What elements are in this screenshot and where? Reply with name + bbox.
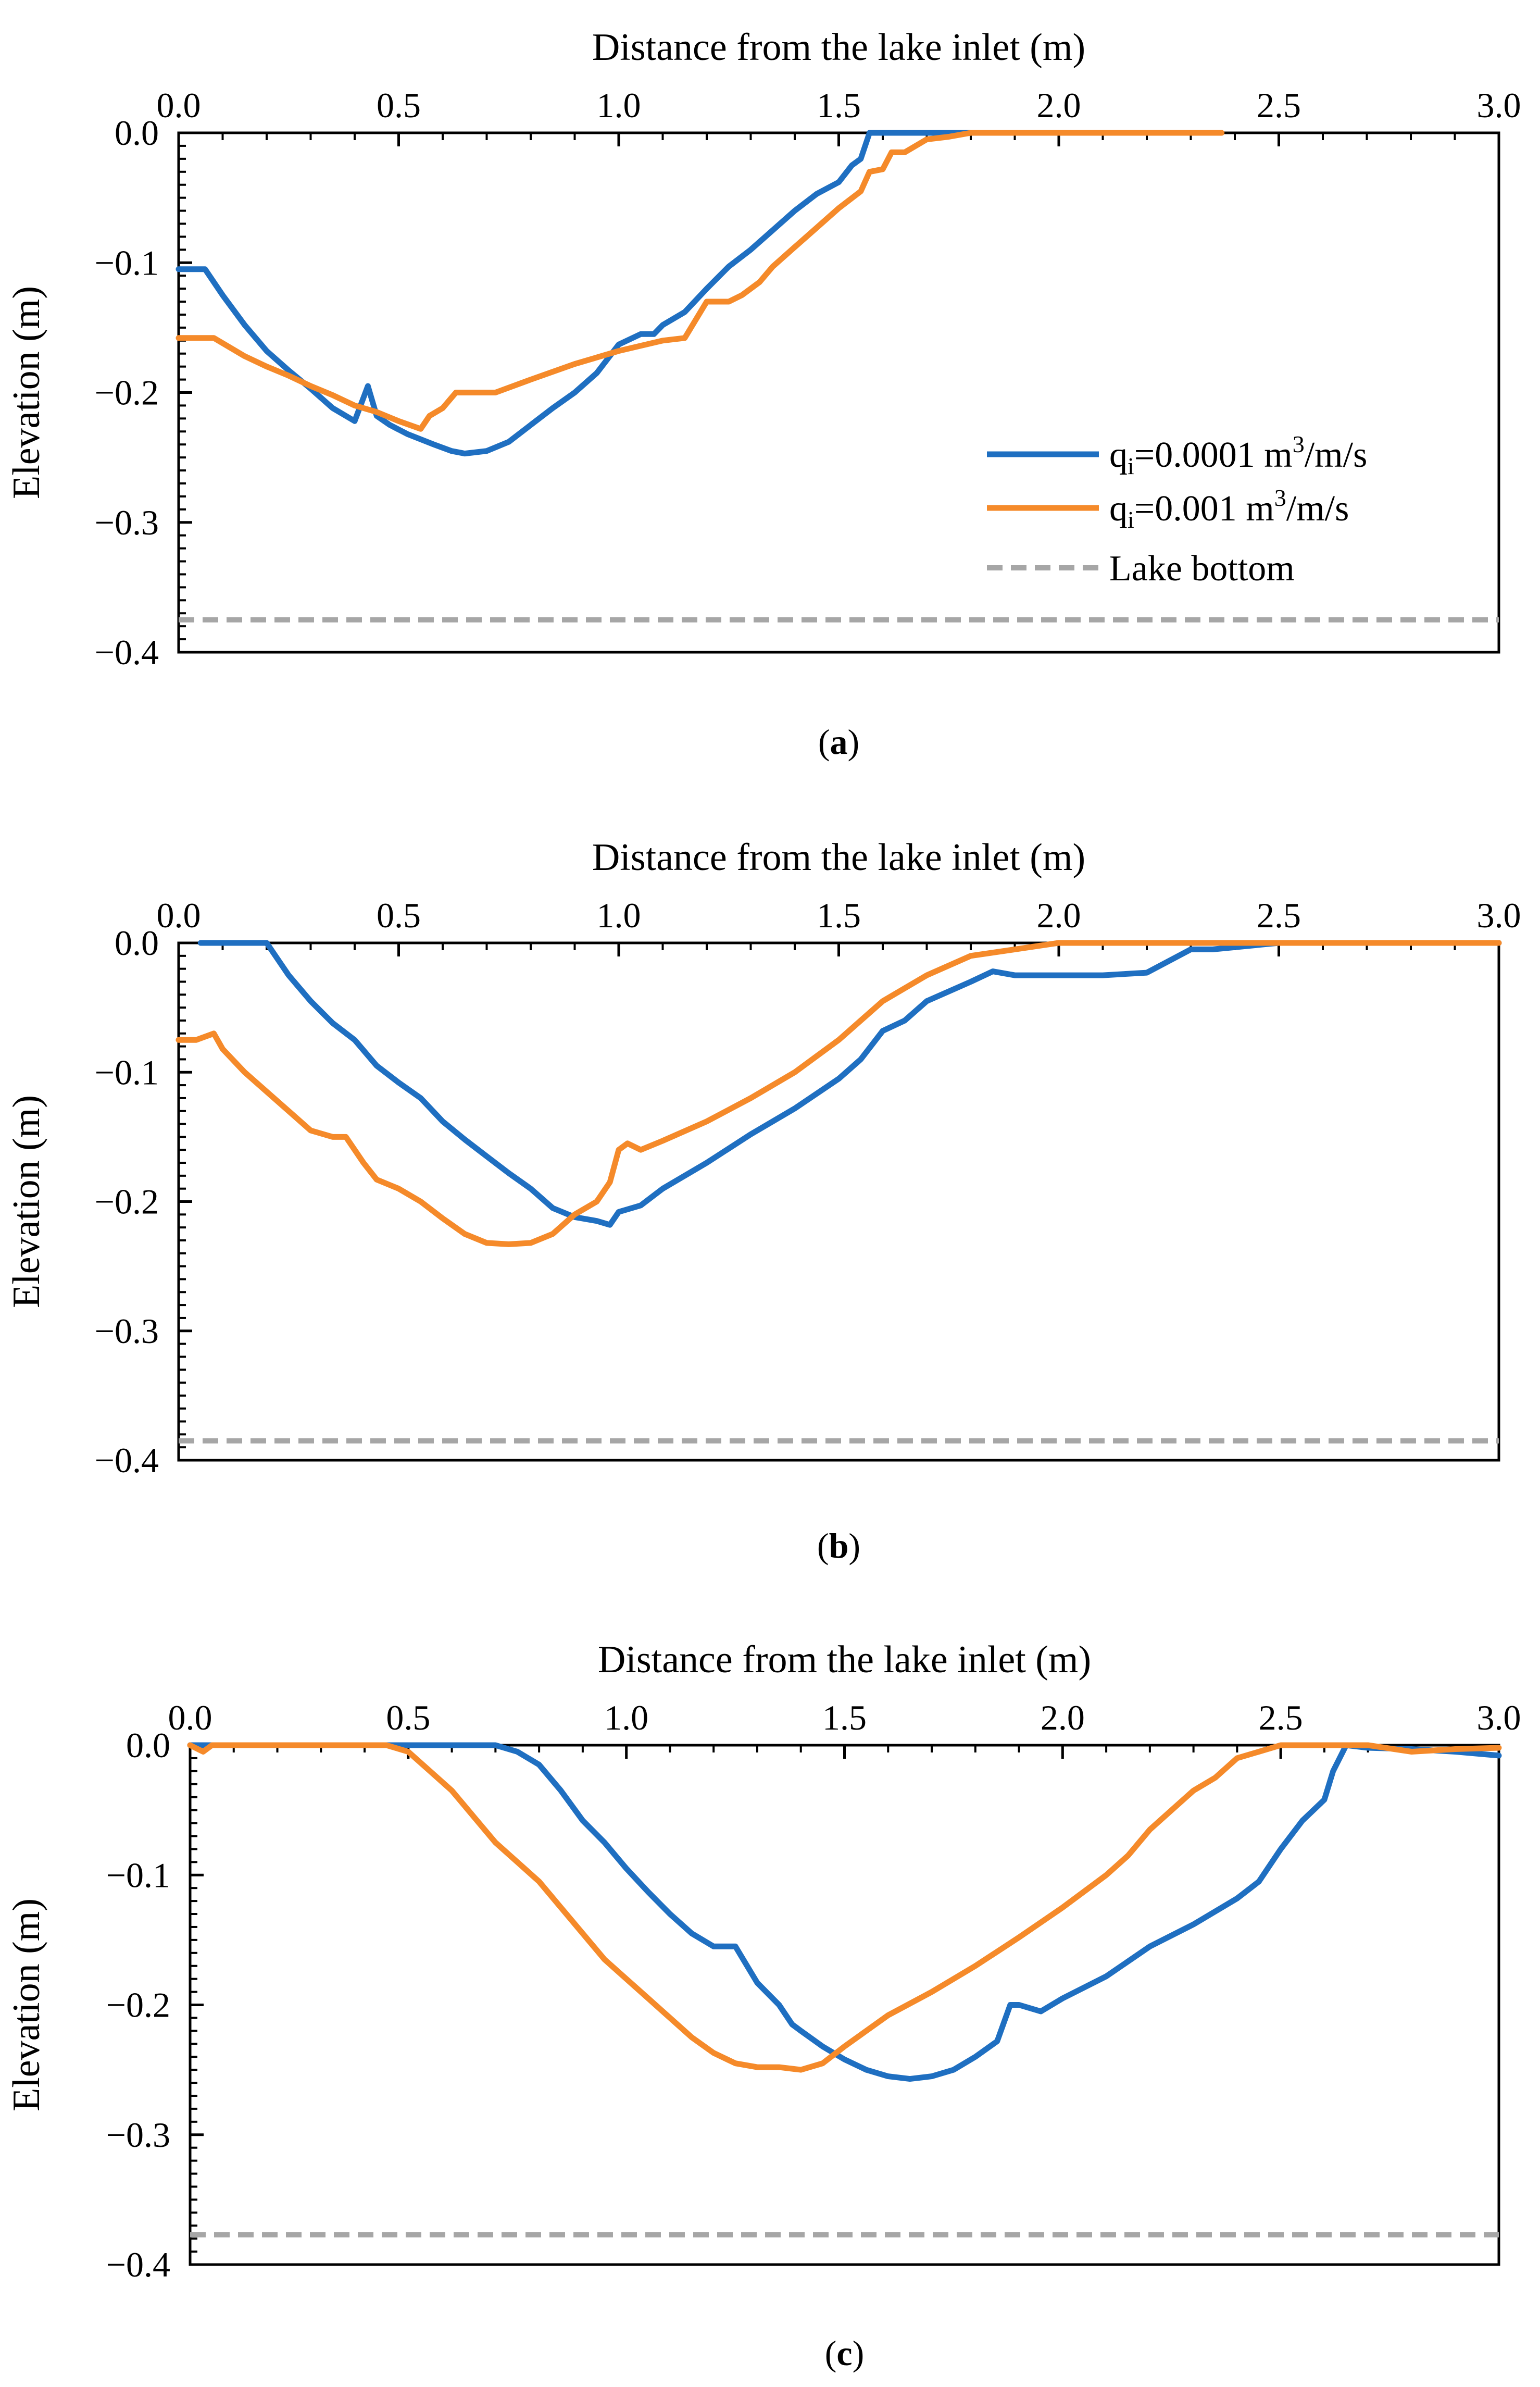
x-tick-label: 2.5 [1257,896,1301,935]
x-tick-label: 0.5 [377,896,421,935]
y-tick-label: −0.1 [106,1855,170,1895]
series-line-series-orange [176,130,1225,432]
panel-caption: (a) [818,722,859,762]
x-tick-label: 2.0 [1037,896,1081,935]
x-tick-label: 0.0 [168,1698,212,1737]
plot-frame [177,941,1500,1462]
y-tick-label: −0.3 [95,1311,159,1351]
series-line-series-blue [176,130,974,457]
x-tick-label: 1.0 [604,1698,648,1737]
y-tick-label: −0.1 [95,243,159,282]
x-axis-title: Distance from the lake inlet (m) [592,26,1085,69]
series-line-series-orange [187,1742,1502,2073]
chart-panel-a: 0.0 0.5 1.0 1.5 2.0 2.5 3.0 0.0 −0.1 −0.2 −0.3 −0.4… [5,26,1521,762]
y-tick-label: −0.3 [106,2115,170,2155]
y-tick-label: 0.0 [115,923,159,963]
x-tick-label: 2.0 [1041,1698,1085,1737]
legend-label: Lake bottom [1109,549,1295,589]
y-axis-title: Elevation (m) [5,1095,48,1308]
legend-label: qi=0.001 m3/m/s [1109,484,1349,533]
x-axis-title: Distance from the lake inlet (m) [598,1638,1091,1681]
y-tick-label: 0.0 [126,1725,170,1765]
x-tick-label: 1.0 [597,85,641,125]
y-tick-label: −0.1 [95,1052,159,1092]
series-line-series-blue [197,940,1502,1228]
chart-panel-c: 0.0 0.5 1.0 1.5 2.0 2.5 3.0 0.0 −0.1 −0.2 −0.3 −0.4… [5,1638,1521,2373]
y-tick-label: −0.2 [95,1182,159,1222]
x-tick-label: 0.5 [377,85,421,125]
y-tick-label: −0.2 [106,1985,170,2025]
y-axis-title: Elevation (m) [5,286,48,499]
series-line-series-blue [187,1742,1502,2082]
series-line-series-orange [176,940,1502,1247]
chart-panel-b: 0.0 0.5 1.0 1.5 2.0 2.5 3.0 0.0 −0.1 −0.2 −0.3 −0.4… [5,836,1521,1565]
x-tick-label: 1.0 [597,896,641,935]
x-tick-label: 0.0 [157,85,201,125]
panel-caption: (c) [825,2333,865,2373]
x-tick-label: 3.0 [1477,85,1521,125]
y-tick-label: −0.2 [95,373,159,413]
x-tick-label: 1.5 [817,896,861,935]
y-tick-label: 0.0 [115,113,159,153]
panel-caption: (b) [817,1526,860,1565]
y-tick-label: −0.4 [95,1440,159,1480]
y-tick-label: −0.4 [95,632,159,672]
x-tick-label: 3.0 [1477,896,1521,935]
legend-label: qi=0.0001 m3/m/s [1109,431,1367,479]
y-tick-label: −0.3 [95,503,159,542]
x-tick-label: 2.5 [1257,85,1301,125]
x-tick-label: 3.0 [1477,1698,1521,1737]
x-tick-label: 2.0 [1037,85,1081,125]
x-tick-label: 1.5 [822,1698,867,1737]
x-axis-title: Distance from the lake inlet (m) [592,836,1085,879]
x-tick-label: 0.5 [386,1698,430,1737]
y-tick-label: −0.4 [106,2245,170,2284]
x-tick-label: 2.5 [1259,1698,1303,1737]
x-tick-label: 1.5 [817,85,861,125]
y-axis-title: Elevation (m) [5,1898,48,2111]
x-tick-label: 0.0 [157,896,201,935]
